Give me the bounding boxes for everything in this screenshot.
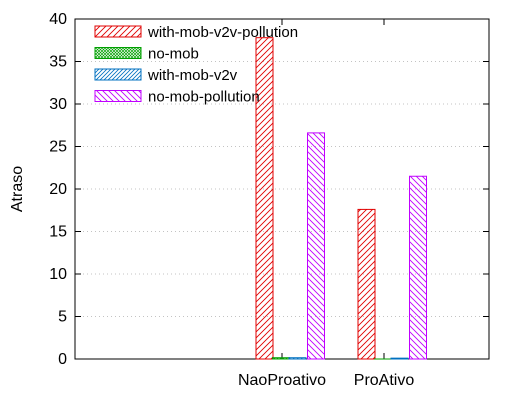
bar-with-mob-v2v-proativo — [390, 357, 409, 360]
legend: with-mob-v2v-pollution no-mob with-mob-v2v… — [94, 24, 298, 106]
bar-with-mob-v2v-pollution-proativo — [357, 208, 376, 360]
y-tick-label: 20 — [49, 181, 67, 198]
legend-label-with-mob-v2v: with-mob-v2v — [147, 67, 238, 84]
legend-label-with-mob-v2v-pollution: with-mob-v2v-pollution — [147, 24, 298, 41]
legend-label-no-mob: no-mob — [148, 46, 199, 63]
y-axis-ticks: 0 5 10 15 20 25 30 35 40 — [49, 11, 489, 368]
x-tick-label-proativo: ProAtivo — [354, 372, 415, 389]
legend-swatch-with-mob-v2v-pollution — [94, 25, 142, 38]
y-tick-label: 40 — [49, 11, 67, 28]
y-tick-label: 5 — [58, 309, 67, 326]
bar-no-mob-pollution-proativo — [409, 175, 427, 360]
y-tick-label: 25 — [49, 139, 67, 156]
bar-no-mob-pollution-naoproativo — [307, 132, 325, 360]
y-tick-label: 0 — [58, 351, 67, 368]
x-tick-label-naoproativo: NaoProativo — [238, 372, 326, 389]
bars — [255, 37, 427, 360]
y-tick-label: 10 — [49, 266, 67, 283]
bar-with-mob-v2v-pollution-naoproativo — [255, 37, 274, 360]
y-tick-label: 35 — [49, 54, 67, 71]
legend-label-no-mob-pollution: no-mob-pollution — [148, 89, 260, 106]
legend-swatch-no-mob — [94, 47, 142, 59]
x-axis-ticks: NaoProativo ProAtivo — [238, 19, 414, 389]
y-tick-label: 15 — [49, 224, 67, 241]
bar-no-mob-naoproativo — [272, 357, 290, 360]
bar-with-mob-v2v-naoproativo — [288, 357, 307, 360]
legend-swatch-with-mob-v2v — [94, 68, 142, 81]
y-tick-label: 30 — [49, 96, 67, 113]
y-axis-title: Atraso — [9, 166, 26, 212]
legend-swatch-no-mob-pollution — [94, 90, 142, 102]
